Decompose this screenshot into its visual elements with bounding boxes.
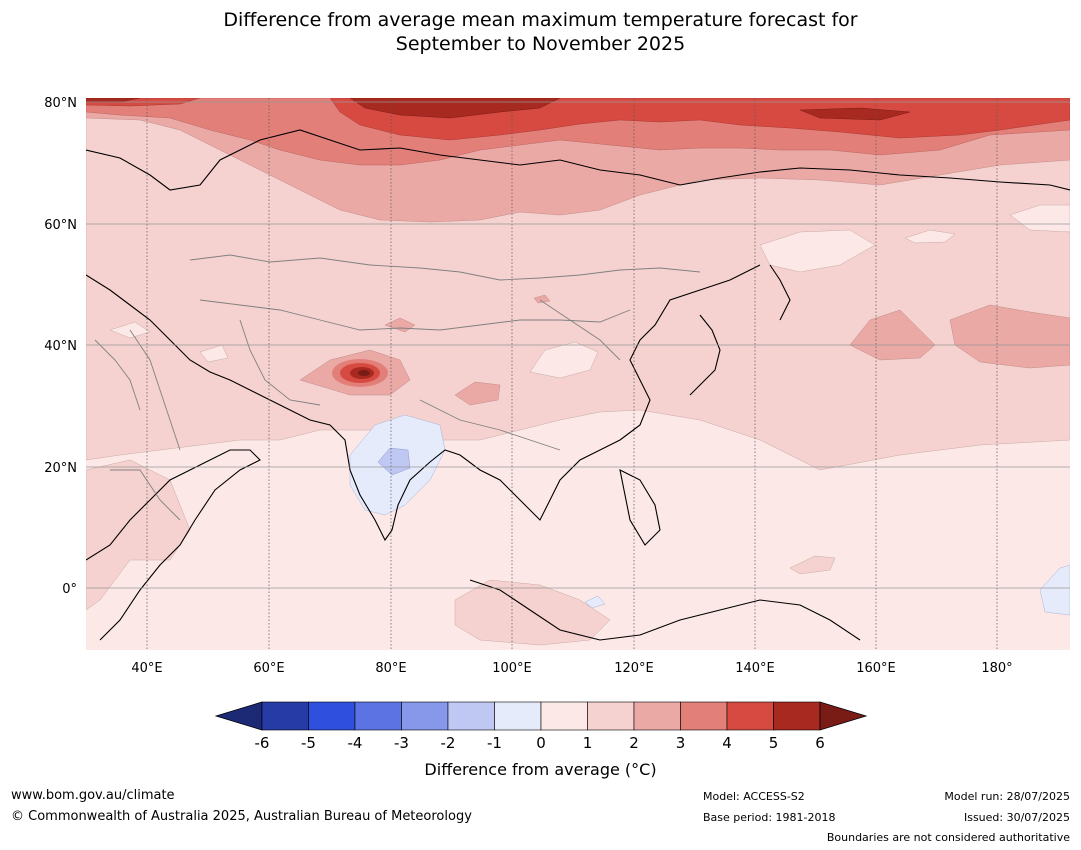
lat-label-60n: 60°N [44, 218, 77, 233]
colorbar-tick-label: -1 [487, 734, 502, 752]
colorbar-tick-label: 4 [722, 734, 732, 752]
latitude-labels: 80°N 60°N 40°N 20°N 0° [44, 96, 77, 597]
colorbar-tick-label: 2 [629, 734, 639, 752]
anomaly-5-6-east [799, 107, 911, 121]
colorbar-cell [447, 701, 495, 731]
lat-label-40n: 40°N [44, 339, 77, 354]
anomaly-0-1-kamchatka [904, 229, 956, 244]
colorbar-tick-label: -2 [441, 734, 456, 752]
lon-label-180: 180° [981, 661, 1012, 676]
anomaly-0-1-china [529, 341, 599, 379]
colorbar-cell [354, 701, 402, 731]
anomaly-0-1-bering [1009, 204, 1070, 233]
lat-label-80n: 80°N [44, 96, 77, 111]
colorbar-tick-label: 1 [583, 734, 593, 752]
colorbar-cell [540, 701, 588, 731]
colorbar-tick-label: -3 [394, 734, 409, 752]
colorbar-cell [680, 701, 728, 731]
colorbar-tick-label: -5 [301, 734, 316, 752]
country-borders [94, 254, 701, 521]
colorbar-tick-label: -4 [348, 734, 363, 752]
longitude-labels: 40°E 60°E 80°E 100°E 120°E 140°E 160°E 1… [131, 661, 1012, 676]
anomaly-2-3-china-a [454, 381, 501, 406]
copyright-text: © Commonwealth of Australia 2025, Austra… [11, 809, 472, 824]
colorbar-tick-label: 3 [676, 734, 686, 752]
anomaly-2-3-pacific-b [949, 304, 1070, 369]
colorbar-high-extension [819, 701, 868, 731]
colorbar-cell [587, 701, 635, 731]
anomaly-minus1-0-pacific [1039, 564, 1070, 616]
colorbar-cell [308, 701, 356, 731]
graticule [146, 98, 998, 650]
title-line-2: September to November 2025 [395, 33, 686, 55]
lon-label-120e: 120°E [614, 661, 654, 676]
anomaly-0-1-okhotsk [759, 229, 876, 273]
colorbar-low-extension [214, 701, 263, 731]
anomaly-minus2-minus1-india [377, 447, 411, 476]
anomaly-2-3-pacific-a [849, 309, 936, 361]
colorbar-tick-label: -6 [255, 734, 270, 752]
colorbar-cell [261, 701, 309, 731]
model-run: Model run: 28/07/2025 [944, 790, 1070, 803]
lon-label-100e: 100°E [492, 661, 532, 676]
colorbar-tick-label: 5 [769, 734, 779, 752]
lon-label-160e: 160°E [856, 661, 896, 676]
anomaly-hotspot-core [358, 370, 370, 376]
base-period: Base period: 1981-2018 [703, 811, 836, 824]
anomaly-1-2-indonesia [454, 579, 611, 646]
map-title: Difference from average mean maximum tem… [0, 8, 1081, 56]
boundaries-disclaimer: Boundaries are not considered authoritat… [826, 831, 1070, 844]
colorbar-label: Difference from average (°C) [424, 760, 657, 779]
colorbar-cell [633, 701, 681, 731]
lon-label-140e: 140°E [735, 661, 775, 676]
lat-label-0: 0° [62, 582, 77, 597]
anomaly-1-2-pacific-small [789, 555, 836, 575]
lat-label-20n: 20°N [44, 461, 77, 476]
latitude-lines [86, 101, 1070, 589]
title-line-1: Difference from average mean maximum tem… [223, 9, 858, 31]
anomaly-2-3-mongolia [533, 294, 551, 304]
lon-label-60e: 60°E [253, 661, 284, 676]
map-plot-area [86, 98, 1070, 650]
anomaly-0-1-iran [199, 344, 229, 363]
model-name: Model: ACCESS-S2 [703, 790, 805, 803]
colorbar-cell [401, 701, 449, 731]
colorbar-tick-label: 0 [536, 734, 546, 752]
coastlines [86, 129, 1070, 641]
anomaly-minus1-0-borneo [584, 595, 606, 609]
lon-label-40e: 40°E [131, 661, 162, 676]
anomaly-5-6-region [349, 98, 561, 119]
colorbar-tick-label: 6 [815, 734, 825, 752]
colorbar: -6 -5 -4 -3 -2 -1 0 1 2 3 4 5 6 [214, 701, 868, 752]
colorbar-cell [726, 701, 774, 731]
lon-label-80e: 80°E [375, 661, 406, 676]
website-link[interactable]: www.bom.gov.au/climate [11, 788, 175, 803]
colorbar-cell [494, 701, 542, 731]
colorbar-cell [773, 701, 821, 731]
issued-date: Issued: 30/07/2025 [963, 811, 1070, 824]
